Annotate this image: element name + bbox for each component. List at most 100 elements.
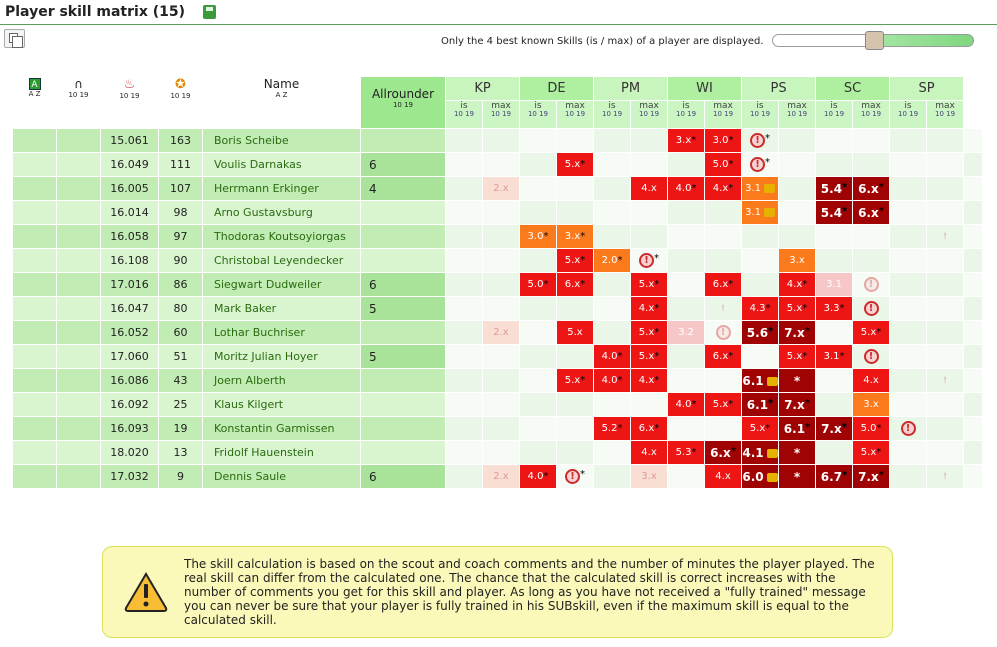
sort-value[interactable]: 10 19 [170,92,191,100]
sort-arrows[interactable]: 10 19 [787,110,808,118]
player-row[interactable]: 17.032 9 Dennis Saule 6 2.x 4.0*! * 3.x 4.x 6.0 * 6… [13,465,985,488]
skill-header-ps[interactable]: PS [742,77,816,100]
player-name-cell[interactable]: Dennis Saule [203,465,360,488]
value-cell: 90 [159,249,202,272]
player-name[interactable]: Arno Gustavsburg [214,206,313,219]
subheader-ps-max[interactable]: max 10 19 [779,101,816,128]
player-name[interactable]: Thodoras Koutsoyiorgas [214,230,346,243]
player-name-cell[interactable]: Joern Alberth [203,369,360,392]
subheader-sp-is[interactable]: is 10 19 [890,101,927,128]
slider-handle[interactable] [865,31,884,50]
player-name[interactable]: Voulis Darnakas [214,158,302,171]
subheader-wi-is[interactable]: is 10 19 [668,101,705,128]
skill-header-wi[interactable]: WI [668,77,742,100]
player-row[interactable]: 18.020 13 Fridolf Hauenstein 4.x 5.3* 6.x* 4.1… [13,441,985,464]
sort-arrows[interactable]: 10 19 [750,110,771,118]
sort-arrows[interactable]: 10 19 [935,110,956,118]
player-name-cell[interactable]: Voulis Darnakas [203,153,360,176]
skill-cell [483,345,519,368]
copy-icon[interactable] [4,29,25,48]
sort-arrows[interactable]: 10 19 [675,110,697,118]
subheader-de-is[interactable]: is 10 19 [520,101,556,128]
player-name-cell[interactable]: Boris Scheibe [203,129,360,152]
team-icon[interactable]: A [28,78,41,90]
sort-arrows[interactable]: 10 19 [713,110,734,118]
player-name-cell[interactable]: Herrmann Erkinger [203,177,360,200]
player-row[interactable]: 16.052 60 Lothar Buchriser 2.x 5.x 5.x* 3.2! 5.… [13,321,985,344]
player-row[interactable]: 16.108 90 Christobal Leyendecker 5.x* 2.0*! *… [13,249,985,272]
player-name[interactable]: Dennis Saule [214,470,286,483]
skill-header-pm[interactable]: PM [594,77,668,100]
sort-arrows[interactable]: 10 19 [898,110,919,118]
player-name[interactable]: Klaus Kilgert [214,398,284,411]
player-row[interactable]: 16.086 43 Joern Alberth 5.x* 4.0* 4.x* 6.1 * 4.x… [13,369,985,392]
player-name-cell[interactable]: Mark Baker [203,297,360,320]
sort-age[interactable]: 10 19 [119,92,140,100]
sort-team[interactable]: A Z [28,90,41,98]
player-name-cell[interactable]: Lothar Buchriser [203,321,360,344]
sort-arrows[interactable]: 10 19 [638,110,660,118]
player-name[interactable]: Konstantin Garmissen [214,422,335,435]
subheader-ps-is[interactable]: is 10 19 [742,101,779,128]
skill-header-de[interactable]: DE [520,77,594,100]
player-row[interactable]: 17.016 86 Siegwart Dudweiler 6 5.0* 6.x* 5.x* 6… [13,273,985,296]
subheader-sp-max[interactable]: max 10 19 [927,101,964,128]
sort-arrows[interactable]: 10 19 [564,110,586,118]
player-name-cell[interactable]: Thodoras Koutsoyiorgas [203,225,360,248]
subheader-pm-is[interactable]: is 10 19 [594,101,631,128]
sort-arrows[interactable]: 10 19 [490,110,512,118]
player-name[interactable]: Christobal Leyendecker [214,254,344,267]
player-name[interactable]: Joern Alberth [214,374,286,387]
player-name-cell[interactable]: Fridolf Hauenstein [203,441,360,464]
sort-arrows[interactable]: 10 19 [824,110,845,118]
player-row[interactable]: 17.060 51 Moritz Julian Hoyer 5 4.0* 5.x* 6.x*… [13,345,985,368]
player-name[interactable]: Herrmann Erkinger [214,182,319,195]
skill-cell [890,321,927,344]
player-name[interactable]: Fridolf Hauenstein [214,446,314,459]
skill-header-kp[interactable]: KP [446,77,519,100]
skill-cell [927,177,964,200]
subheader-de-max[interactable]: max 10 19 [557,101,594,128]
allrounder-header[interactable]: Allrounder [371,87,435,101]
sort-headphones[interactable]: 10 19 [68,91,89,99]
skill-header-sp[interactable]: SP [890,77,964,100]
birthday-cake-icon[interactable]: ♨ [123,77,136,92]
sort-name[interactable]: A Z [275,91,288,99]
player-name[interactable]: Mark Baker [214,302,277,315]
player-name-cell[interactable]: Klaus Kilgert [203,393,360,416]
headphones-icon[interactable]: ∩ [74,77,83,91]
subheader-kp-is[interactable]: is 10 19 [446,101,482,128]
player-name-cell[interactable]: Konstantin Garmissen [203,417,360,440]
player-name-cell[interactable]: Siegwart Dudweiler [203,273,360,296]
medal-icon[interactable]: ✪ [175,77,186,92]
star-marker: * [842,181,848,193]
player-name[interactable]: Boris Scheibe [214,134,289,147]
sort-arrows[interactable]: 10 19 [527,110,549,118]
subheader-sc-max[interactable]: max 10 19 [853,101,890,128]
player-name[interactable]: Lothar Buchriser [214,326,305,339]
sort-arrows[interactable]: 10 19 [861,110,882,118]
player-name-cell[interactable]: Moritz Julian Hoyer [203,345,360,368]
subheader-wi-max[interactable]: max 10 19 [705,101,742,128]
player-name-cell[interactable]: Arno Gustavsburg [203,201,360,224]
player-row[interactable]: 16.005 107 Herrmann Erkinger 4 2.x 4.x 4.0* 4.x… [13,177,985,200]
skill-header-sc[interactable]: SC [816,77,890,100]
player-row[interactable]: 16.093 19 Konstantin Garmissen 5.2* 6.x* 5.x*… [13,417,985,440]
name-header[interactable]: Name [263,77,300,91]
subheader-pm-max[interactable]: max 10 19 [631,101,668,128]
player-name[interactable]: Siegwart Dudweiler [214,278,322,291]
player-name-cell[interactable]: Christobal Leyendecker [203,249,360,272]
sort-arrows[interactable]: 10 19 [453,110,475,118]
sort-arrows[interactable]: 10 19 [601,110,623,118]
sort-allrounder[interactable]: 10 19 [392,101,414,109]
subheader-kp-max[interactable]: max 10 19 [483,101,519,128]
save-icon[interactable] [203,5,216,19]
player-row[interactable]: 16.092 25 Klaus Kilgert 4.0* 5.x* 6.1* 7.x* 3.x… [13,393,985,416]
player-name[interactable]: Moritz Julian Hoyer [214,350,318,363]
subheader-sc-is[interactable]: is 10 19 [816,101,853,128]
